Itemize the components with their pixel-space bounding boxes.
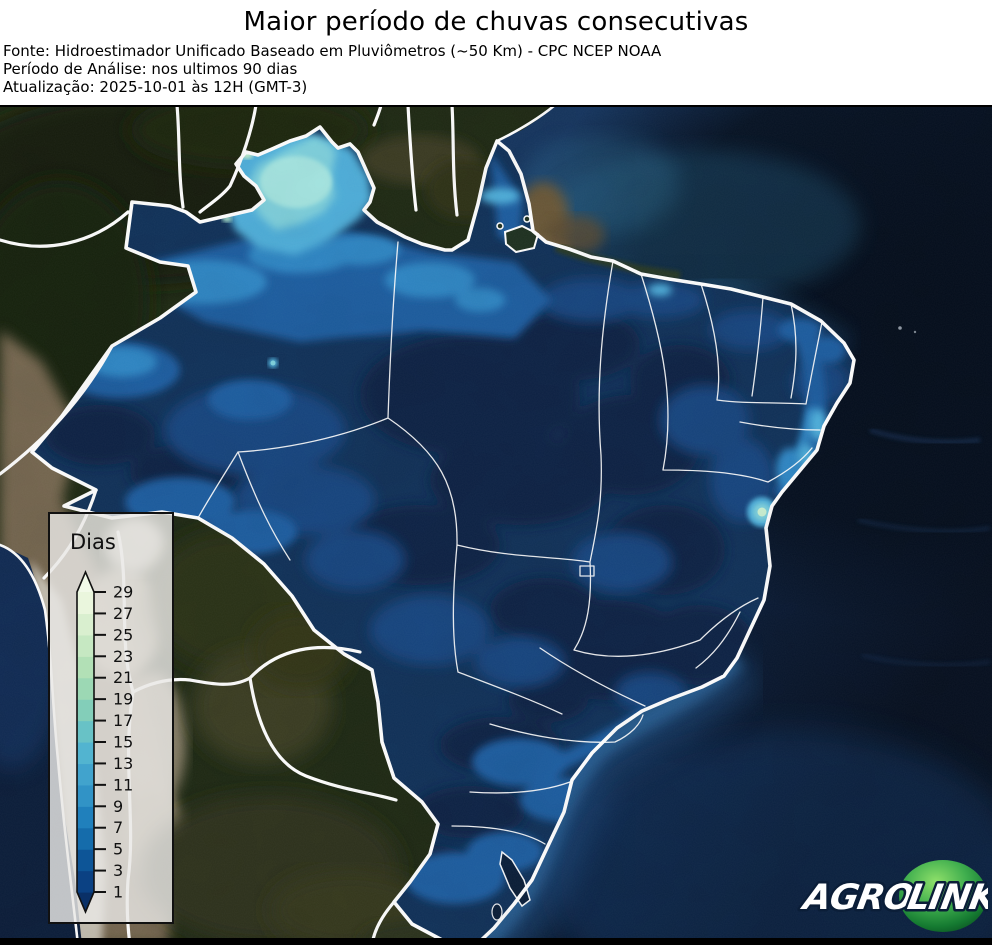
updated-line: Atualização: 2025-10-01 às 12H (GMT-3) bbox=[3, 78, 308, 96]
logo-text-link: LINK bbox=[905, 877, 988, 918]
colorbar-tick-label: 15 bbox=[113, 733, 133, 752]
legend-box: Dias 29 27 25 23 21 19 17 15 13 11 9 7 5 3 1 bbox=[48, 512, 174, 924]
source-line: Fonte: Hidroestimador Unificado Baseado … bbox=[3, 42, 662, 60]
colorbar-segment bbox=[77, 656, 94, 679]
colorbar-tick-label: 29 bbox=[113, 583, 133, 602]
colorbar-tick-label: 21 bbox=[113, 668, 133, 687]
colorbar-tick-label: 27 bbox=[113, 604, 133, 623]
map-bottom-frame bbox=[0, 938, 992, 945]
page-title: Maior período de chuvas consecutivas bbox=[243, 7, 749, 37]
legend-title: Dias bbox=[70, 530, 116, 554]
logo-green-ball bbox=[899, 860, 987, 932]
colorbar-segment bbox=[77, 806, 94, 829]
colorbar-tick-label: 13 bbox=[113, 754, 133, 773]
agrolink-logo: AGRO LINK bbox=[795, 860, 988, 932]
colorbar-tick-label: 17 bbox=[113, 711, 133, 730]
colorbar-segment bbox=[77, 699, 94, 722]
colorbar-segment bbox=[77, 634, 94, 657]
header-meta: Fonte: Hidroestimador Unificado Baseado … bbox=[3, 42, 661, 96]
colorbar: 29 27 25 23 21 19 17 15 13 11 9 7 5 3 1 bbox=[76, 569, 133, 915]
colorbar-segment bbox=[77, 827, 94, 850]
colorbar-segment bbox=[77, 763, 94, 786]
colorbar-arrow-top bbox=[77, 572, 94, 592]
colorbar-segment bbox=[77, 720, 94, 743]
colorbar-tick-label: 19 bbox=[113, 690, 133, 709]
colorbar-segment bbox=[77, 592, 94, 615]
colorbar-segment bbox=[77, 677, 94, 700]
colorbar-tick-label: 1 bbox=[113, 883, 123, 902]
colorbar-arrow-bottom bbox=[77, 892, 94, 912]
colorbar-segment bbox=[77, 742, 94, 765]
colorbar-segment bbox=[77, 849, 94, 872]
colorbar-tick-label: 25 bbox=[113, 625, 133, 644]
colorbar-tick-label: 3 bbox=[113, 861, 123, 880]
colorbar-tick-label: 9 bbox=[113, 797, 123, 816]
colorbar-tick-label: 7 bbox=[113, 818, 123, 837]
colorbar-tick-label: 5 bbox=[113, 840, 123, 859]
colorbar-segment bbox=[77, 613, 94, 636]
colorbar-tick-label: 23 bbox=[113, 647, 133, 666]
colorbar-segment bbox=[77, 784, 94, 807]
period-line: Período de Análise: nos ultimos 90 dias bbox=[3, 60, 298, 78]
colorbar-segment bbox=[77, 870, 94, 893]
colorbar-tick-label: 11 bbox=[113, 775, 133, 794]
logo-text-agro: AGRO bbox=[798, 877, 917, 918]
